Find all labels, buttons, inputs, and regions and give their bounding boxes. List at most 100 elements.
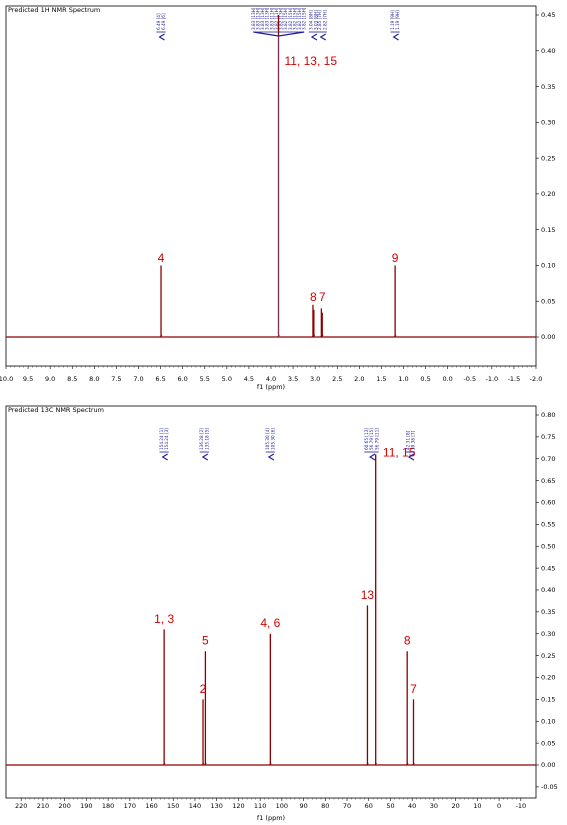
x-axis-label: f1 (ppm) (257, 383, 285, 391)
x-tick-label: 6.5 (155, 375, 165, 383)
x-tick-label: 8.5 (67, 375, 77, 383)
x-tick-label: 0.0 (442, 375, 452, 383)
peak-label: 9 (392, 251, 399, 265)
x-tick-label: 1.5 (376, 375, 386, 383)
x-tick-label: 210 (37, 802, 49, 810)
x-tick-label: 4.5 (244, 375, 254, 383)
carbon-nmr-chart: Predicted 13C NMR Spectrum f1 (ppm) 220 2… (5, 405, 558, 822)
x-tick-label: 60 (365, 802, 373, 810)
y-tick-label: 0.05 (541, 297, 555, 305)
y-tick-label: 0.65 (541, 477, 555, 485)
x-tick-label: 3.0 (310, 375, 320, 383)
x-tick-label: 90 (299, 802, 307, 810)
marker-chevron (267, 453, 275, 461)
x-tick-label: 170 (124, 802, 136, 810)
marker-chevron (392, 33, 399, 41)
peak-label: 8 (310, 290, 317, 304)
peak-foot (269, 762, 272, 766)
shift-label: 1.19 [9H] (395, 10, 400, 30)
y-tick-label: 0.55 (541, 521, 555, 529)
peak-foot (374, 762, 377, 766)
x-tick-label: 2.0 (354, 375, 364, 383)
y-tick-label: 0.45 (541, 564, 555, 572)
x-tick-label: 50 (386, 802, 394, 810)
x-tick-label: -1.5 (508, 375, 521, 383)
peak-foot (162, 762, 166, 766)
shift-label: 3.82 [13H] (279, 7, 284, 30)
x-tick-label: -10 (515, 802, 526, 810)
y-tick-label: 0.30 (541, 119, 555, 127)
shift-label: 42.31 [8] (405, 430, 410, 450)
shift-label: 39.38 [7] (411, 430, 416, 450)
y-tick-label: -0.05 (541, 783, 558, 791)
peak-foot (204, 762, 207, 766)
peak-foot (412, 762, 415, 766)
shift-label: 3.82 [15H] (302, 7, 307, 30)
plot-frame (5, 405, 537, 799)
marker-chevron (310, 33, 318, 41)
x-tick-label: 70 (343, 802, 351, 810)
shift-label: 3.83 [13H] (265, 7, 270, 30)
x-tick-label: 3.5 (288, 375, 298, 383)
y-tick-label: 0.00 (541, 333, 555, 341)
plot-frame (5, 5, 537, 367)
peak-label: 11, 15 (383, 446, 416, 460)
shift-label: 6.49 [6] (161, 13, 166, 30)
peak-label: 8 (404, 634, 411, 648)
x-tick-label: 4.0 (266, 375, 276, 383)
y-tick-label: 0.20 (541, 190, 555, 198)
marker-chevron (407, 453, 415, 461)
shift-label: 3.82 [15H] (283, 7, 288, 30)
y-tick-label: 0.10 (541, 262, 555, 270)
marker-chevron (158, 33, 165, 41)
y-tick-label: 0.45 (541, 11, 555, 19)
shift-label: 154.24 [1] (159, 428, 164, 450)
shift-label: 60.65 [13] (364, 428, 369, 450)
shift-label: 3.83 [13H] (251, 7, 256, 30)
x-tick-label: 10.0 (0, 375, 13, 383)
y-tick-label: 0.00 (541, 761, 555, 769)
shift-label: 6.49 [4] (156, 13, 161, 30)
peak-foot (393, 334, 397, 338)
x-axis-label: f1 (ppm) (257, 814, 285, 822)
y-tick-label: 0.40 (541, 47, 555, 55)
x-tick-label: 190 (80, 802, 92, 810)
shift-label: 3.82 [15H] (288, 7, 293, 30)
proton-nmr-chart: Predicted 1H NMR Spectrum f1 (ppm) 10.0 9… (0, 5, 555, 391)
marker-chevron (201, 453, 209, 461)
x-tick-label: 7.0 (133, 375, 143, 383)
peak-label: 11, 13, 15 (285, 54, 338, 68)
x-tick-label: 110 (254, 802, 266, 810)
x-tick-label: 20 (451, 802, 459, 810)
peak-label: 7 (410, 682, 417, 696)
y-tick-label: 0.35 (541, 83, 555, 91)
chart-title: Predicted 13C NMR Spectrum (8, 406, 104, 414)
x-tick-label: -2.0 (530, 375, 543, 383)
shift-label: 56.79 [15] (369, 428, 374, 450)
shift-label: 105.30 [4] (265, 428, 270, 450)
x-tick-label: 150 (167, 802, 179, 810)
x-tick-label: 9.0 (45, 375, 55, 383)
x-tick-label: 1.0 (398, 375, 408, 383)
x-tick-label: 2.5 (332, 375, 342, 383)
marker-chevron (369, 453, 376, 461)
peak-label: 2 (200, 682, 207, 696)
x-tick-label: 100 (276, 802, 288, 810)
x-tick-label: 140 (189, 802, 201, 810)
shift-label: 2.82 [7H] (322, 10, 327, 30)
x-tick-label: 6.0 (177, 375, 187, 383)
x-tick-label: 120 (232, 802, 244, 810)
x-tick-label: 220 (15, 802, 27, 810)
shift-label: 3.83 [13H] (255, 7, 260, 30)
x-tick-label: -0.5 (463, 375, 476, 383)
peak-foot (201, 762, 205, 766)
peak-foot (312, 334, 316, 338)
peak-foot (405, 762, 409, 766)
shift-label: 3.83 [13H] (260, 7, 265, 30)
shift-label: 3.04 [8H] (308, 10, 313, 30)
peak-foot (159, 334, 163, 338)
y-tick-label: 0.30 (541, 630, 555, 638)
x-tick-label: 30 (430, 802, 438, 810)
y-tick-label: 0.25 (541, 154, 555, 162)
